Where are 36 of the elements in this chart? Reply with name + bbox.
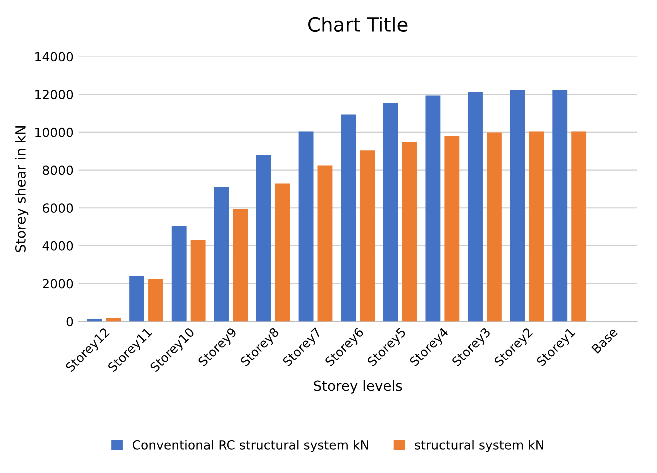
bar [426, 96, 441, 322]
y-tick-label: 14000 [36, 52, 74, 62]
bar [172, 226, 187, 322]
legend-label: Conventional RC structural system kN [132, 440, 368, 452]
bar [552, 90, 568, 322]
bar [402, 142, 418, 322]
bar [487, 132, 502, 322]
bar [275, 184, 290, 322]
bar [148, 279, 164, 322]
bar [444, 136, 460, 322]
bar [510, 90, 526, 322]
bar [572, 132, 587, 322]
bar [298, 132, 314, 322]
y-tick-label: 8000 [43, 166, 74, 176]
bar [256, 155, 272, 322]
bar [468, 92, 483, 322]
legend-label: structural system kN [415, 440, 544, 452]
bar [529, 132, 544, 322]
y-axis-title: Storey shear in kN [15, 126, 29, 252]
bar [214, 188, 230, 322]
y-tick-label: 12000 [36, 90, 74, 100]
chart-title: Chart Title [308, 16, 408, 32]
y-tick-label: 0 [66, 317, 74, 327]
bar [341, 114, 356, 322]
bar [233, 209, 248, 322]
y-tick-label: 6000 [43, 204, 74, 214]
y-tick-label: 2000 [43, 279, 74, 289]
bar [190, 240, 206, 322]
bar [130, 276, 145, 322]
y-tick-label: 10000 [36, 128, 74, 138]
bar [318, 166, 333, 322]
x-axis-title: Storey levels [314, 380, 402, 394]
y-tick-label: 4000 [42, 241, 74, 251]
bar [360, 150, 376, 322]
bar [383, 103, 398, 322]
bar [106, 318, 122, 322]
